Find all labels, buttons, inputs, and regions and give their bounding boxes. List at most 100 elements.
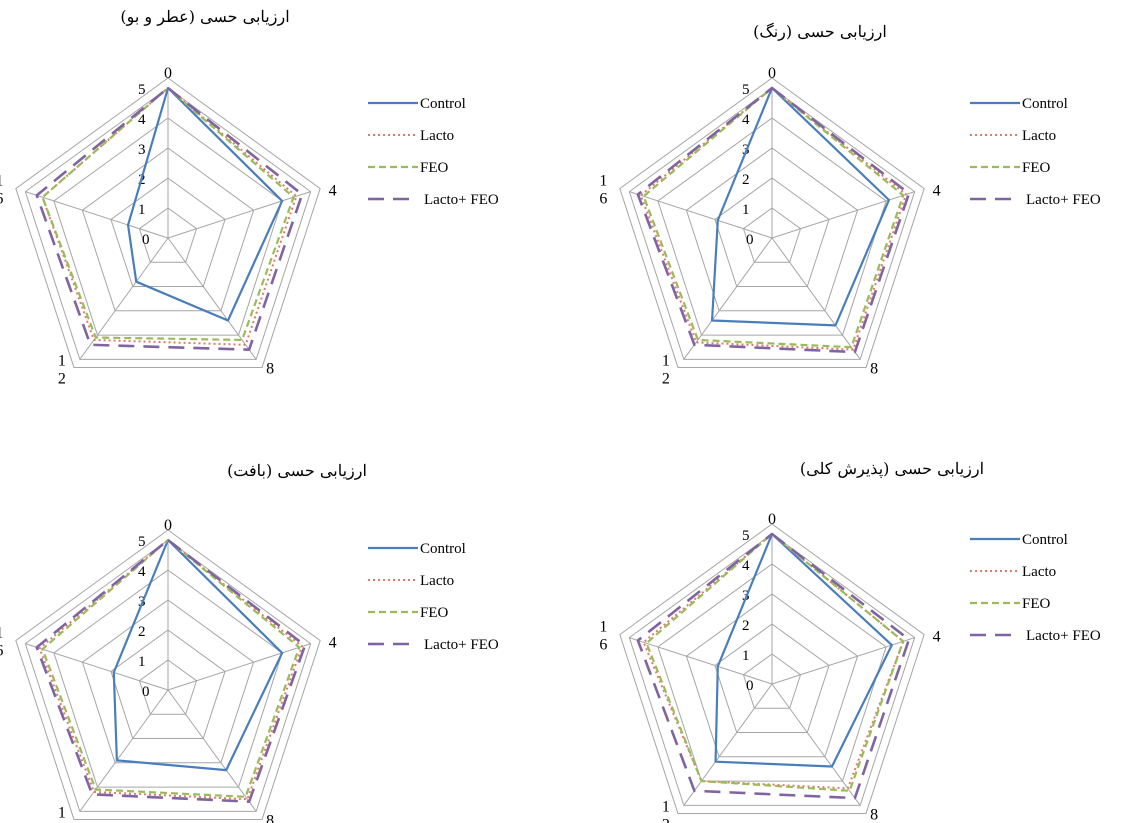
legend-label: Control bbox=[420, 541, 466, 557]
chart-title: ارزیابی حسی (بافت) bbox=[227, 461, 367, 480]
series-control-line bbox=[126, 86, 284, 322]
chart-title: ارزیابی حسی (عطر و بو) bbox=[120, 7, 289, 26]
outer-frame bbox=[619, 77, 925, 368]
legend-label: Lacto+ FEO bbox=[1026, 192, 1101, 208]
legend-label: FEO bbox=[1022, 160, 1051, 176]
legend-label: Lacto+ FEO bbox=[424, 192, 499, 208]
category-label: 4 bbox=[933, 183, 941, 200]
radial-tick-label: 4 bbox=[138, 564, 146, 580]
grid-spoke bbox=[25, 643, 169, 691]
grid-ring bbox=[24, 87, 312, 360]
legend-label: FEO bbox=[420, 605, 449, 621]
category-label: 0 bbox=[164, 65, 172, 82]
outer-frame bbox=[15, 77, 321, 368]
series-lacto-feo-line bbox=[636, 86, 911, 354]
grid-ring bbox=[685, 147, 859, 312]
grid-ring bbox=[742, 207, 802, 263]
chart-title: ارزیابی حسی (پذیرش کلی) bbox=[800, 459, 984, 478]
legend-label: Lacto+ FEO bbox=[424, 637, 499, 653]
legend: Control Lacto FEO Lacto+ FEO bbox=[970, 96, 1101, 208]
series-lacto-feo-line bbox=[35, 538, 307, 803]
radial-tick-label: 2 bbox=[742, 172, 750, 188]
radial-tick-label: 3 bbox=[138, 142, 146, 158]
category-label: 8 bbox=[870, 806, 878, 823]
radial-tick-label: 1 bbox=[742, 202, 750, 218]
grid-spoke bbox=[25, 191, 169, 239]
category-label: 8 bbox=[266, 812, 274, 823]
category-label: 8 bbox=[870, 360, 878, 377]
series-feo-line bbox=[645, 532, 905, 792]
legend-label: FEO bbox=[1022, 596, 1051, 612]
legend-label: Control bbox=[1022, 532, 1068, 548]
grid-ring bbox=[714, 177, 830, 288]
grid-spoke bbox=[629, 637, 773, 685]
category-label: 0 bbox=[768, 65, 776, 82]
series-lacto-feo-line bbox=[35, 86, 304, 351]
grid-ring bbox=[742, 653, 802, 709]
outer-frame bbox=[619, 523, 925, 814]
grid-spoke bbox=[683, 683, 773, 806]
series-feo-line bbox=[642, 86, 905, 349]
grid-spoke bbox=[167, 643, 311, 691]
series-control-line bbox=[112, 538, 284, 772]
outer-frame bbox=[15, 529, 321, 820]
category-label: 4 bbox=[329, 183, 337, 200]
grid-spoke bbox=[771, 237, 861, 360]
radial-tick-label: 2 bbox=[138, 624, 146, 640]
legend-label: Lacto+ FEO bbox=[1026, 628, 1101, 644]
radial-tick-label: 1 bbox=[138, 202, 146, 218]
legend-label: Lacto bbox=[1022, 564, 1056, 580]
grid-ring bbox=[81, 147, 255, 312]
grid-ring bbox=[657, 117, 887, 336]
grid-ring bbox=[657, 563, 887, 782]
series-lacto-line bbox=[642, 533, 905, 790]
grid-ring bbox=[24, 539, 312, 812]
legend-label: Control bbox=[1022, 96, 1068, 112]
legend-label: Lacto bbox=[1022, 128, 1056, 144]
radial-tick-label: 0 bbox=[746, 232, 754, 248]
legend: Control Lacto FEO Lacto+ FEO bbox=[970, 532, 1101, 644]
radial-tick-label: 5 bbox=[742, 82, 750, 98]
grid-spoke bbox=[771, 637, 915, 685]
grid-spoke bbox=[167, 689, 257, 812]
legend: Control Lacto FEO Lacto+ FEO bbox=[368, 541, 499, 653]
grid-spoke bbox=[629, 191, 773, 239]
radial-tick-label: 0 bbox=[142, 684, 150, 700]
legend-label: Lacto bbox=[420, 128, 454, 144]
grid-spoke bbox=[167, 191, 311, 239]
radial-tick-label: 0 bbox=[142, 232, 150, 248]
series-lacto-line bbox=[41, 87, 298, 346]
radial-tick-label: 1 bbox=[742, 648, 750, 664]
grid-ring bbox=[138, 207, 198, 263]
series-control-line bbox=[714, 532, 893, 768]
category-label: 0 bbox=[768, 511, 776, 528]
series-lacto-line bbox=[38, 539, 304, 801]
radial-tick-label: 5 bbox=[138, 534, 146, 550]
radial-tick-label: 4 bbox=[742, 558, 750, 574]
grid-ring bbox=[628, 533, 916, 806]
radial-tick-label: 4 bbox=[138, 112, 146, 128]
legend-label: Control bbox=[420, 96, 466, 112]
category-label: 12 bbox=[662, 798, 670, 823]
grid-spoke bbox=[771, 683, 861, 806]
series-feo-line bbox=[41, 86, 295, 342]
grid-spoke bbox=[167, 237, 257, 360]
chart-title: ارزیابی حسی (رنگ) bbox=[753, 22, 887, 41]
grid-ring bbox=[53, 569, 283, 788]
legend-label: FEO bbox=[420, 160, 449, 176]
radial-tick-label: 2 bbox=[742, 618, 750, 634]
grid-ring bbox=[138, 659, 198, 715]
grid-ring bbox=[714, 623, 830, 734]
grid-ring bbox=[53, 117, 283, 336]
legend: Control Lacto FEO Lacto+ FEO bbox=[368, 96, 499, 208]
grid-ring bbox=[685, 593, 859, 758]
category-label: 12 bbox=[58, 804, 66, 823]
category-label: 16 bbox=[0, 173, 3, 208]
radial-tick-label: 4 bbox=[742, 112, 750, 128]
